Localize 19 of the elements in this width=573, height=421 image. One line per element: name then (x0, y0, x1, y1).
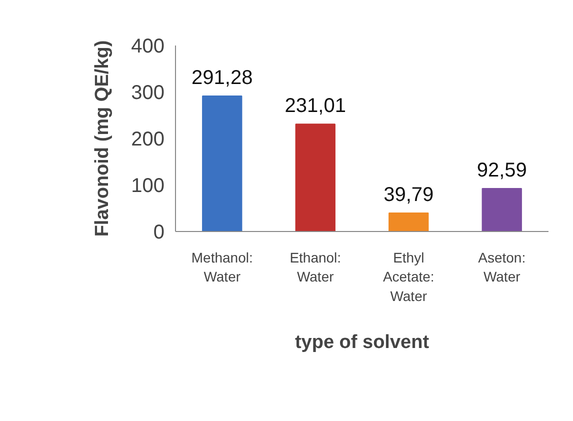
x-axis-title: type of solvent (294, 332, 430, 353)
y-tick-label: 0 (153, 222, 164, 244)
y-tick-label: 300 (131, 82, 165, 104)
data-label: 92,59 (476, 159, 527, 182)
data-label: 291,28 (192, 67, 253, 90)
x-tick-label: Ethyl Acetate: Water (382, 250, 434, 304)
y-tick-label: 200 (131, 128, 165, 150)
bar (295, 124, 336, 232)
y-axis-title: Flavonoid (mg QE/kg) (92, 40, 114, 237)
bar (388, 212, 429, 232)
x-tick-label: Methanol: Water (191, 250, 253, 285)
x-tick-label: Aseton: Water (478, 250, 526, 285)
data-label: 39,79 (384, 184, 434, 206)
x-tick-label: Ethanol: Water (290, 250, 342, 285)
y-tick-label: 100 (131, 175, 165, 197)
y-tick-label: 400 (131, 36, 165, 58)
data-label: 231,01 (284, 95, 346, 118)
bar (482, 188, 522, 232)
bar (202, 96, 242, 232)
